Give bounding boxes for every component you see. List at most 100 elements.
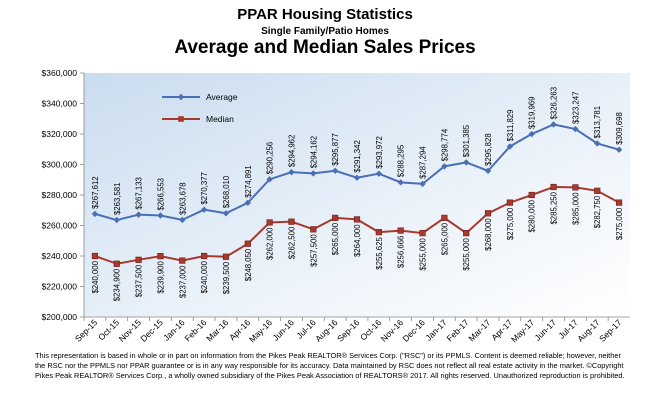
line-chart: $200,000 $220,000 $240,000 $260,000 $280,000… (42, 68, 630, 344)
average-point (91, 210, 99, 218)
x-tick-label: Mar-17 (466, 317, 492, 343)
footer-disclaimer: This representation is based in whole or… (35, 351, 625, 380)
y-tick-label: $220,000 (42, 282, 78, 292)
x-tick-label: Nov-15 (117, 317, 144, 344)
x-tick-label: Aug-16 (313, 317, 340, 344)
median-point (332, 214, 339, 221)
median-point (441, 214, 448, 221)
average-point (615, 146, 623, 153)
data-label: $309,698 (615, 112, 624, 145)
data-label: $311,829 (506, 110, 515, 142)
page-subtitle: Single Family/Patio Homes (261, 26, 389, 37)
data-label: $295,877 (331, 133, 340, 166)
y-tick-label: $200,000 (42, 312, 78, 322)
median-point (91, 252, 99, 260)
legend-marker-average (177, 93, 185, 101)
x-tick-label: Jun-16 (270, 317, 296, 343)
average-point (331, 167, 339, 174)
page-title: PPAR Housing Statistics (237, 6, 413, 23)
median-point (463, 230, 470, 237)
median-point (353, 216, 361, 223)
median-point (528, 191, 535, 199)
median-point (288, 218, 295, 225)
data-label: $267,133 (135, 177, 144, 210)
average-point (594, 140, 601, 147)
y-tick-label: $260,000 (42, 221, 78, 231)
median-point (244, 240, 251, 247)
median-point (179, 257, 186, 264)
data-label: $262,000 (266, 227, 275, 260)
data-label: $255,000 (419, 237, 428, 270)
data-label: $293,972 (375, 136, 384, 169)
median-point (310, 226, 317, 233)
x-tick-label: Sep-16 (335, 317, 362, 344)
average-point (179, 216, 186, 224)
average-point (266, 176, 273, 183)
median-point (157, 253, 164, 260)
plot-area (84, 73, 630, 317)
average-point (222, 210, 230, 217)
data-label: $291,342 (353, 140, 362, 173)
median-point (506, 199, 513, 206)
median-point (419, 230, 426, 237)
data-label: $326,263 (550, 87, 559, 120)
x-tick-label: May-17 (509, 317, 536, 344)
median-point (222, 253, 230, 260)
data-label: $274,891 (244, 165, 253, 198)
data-label: $239,500 (222, 261, 231, 294)
data-label: $288,295 (397, 144, 406, 177)
median-point (135, 256, 142, 263)
data-label: $287,294 (419, 146, 428, 179)
median-point (615, 199, 623, 206)
data-label: $257,500 (309, 234, 318, 267)
data-label: $282,750 (593, 195, 602, 228)
data-label: $255,625 (375, 237, 384, 270)
x-tick-label: May-16 (247, 317, 274, 344)
data-label: $319,969 (528, 97, 537, 130)
data-label: $301,385 (462, 124, 471, 157)
data-label: $323,247 (571, 92, 580, 125)
average-point (135, 211, 142, 218)
x-tick-label: Sep-17 (597, 317, 624, 344)
data-label: $275,000 (506, 207, 515, 240)
data-label: $262,500 (287, 226, 296, 259)
data-label: $275,000 (615, 207, 624, 240)
average-point (550, 121, 557, 128)
data-label: $266,553 (156, 178, 165, 211)
data-label: $298,774 (440, 128, 449, 161)
average-point (441, 163, 448, 170)
y-tick-label: $320,000 (42, 129, 78, 139)
data-label: $255,000 (462, 237, 471, 270)
x-tick-label: Dec-15 (138, 317, 165, 344)
median-point (550, 183, 557, 191)
data-label: $265,000 (331, 222, 340, 255)
average-point (506, 143, 514, 150)
average-point (244, 199, 251, 206)
average-point (113, 216, 120, 224)
x-tick-label: Nov-16 (379, 317, 406, 344)
data-label: $267,612 (91, 176, 100, 209)
data-label: $248,050 (244, 248, 253, 281)
data-label: $268,010 (222, 175, 231, 208)
x-tick-label: Aug-17 (575, 317, 602, 344)
data-label: $237,500 (135, 264, 144, 297)
data-label: $240,000 (91, 260, 100, 293)
legend-label-median: Median (206, 114, 234, 124)
legend-label-average: Average (206, 92, 238, 102)
data-label: $313,781 (593, 106, 602, 139)
data-label: $294,162 (309, 136, 318, 169)
median-point (397, 227, 404, 234)
average-point (572, 125, 579, 133)
x-tick-label: Dec-16 (400, 317, 427, 344)
data-label: $268,000 (484, 218, 493, 251)
average-point (310, 170, 317, 177)
average-point (528, 130, 535, 138)
data-label: $234,900 (113, 268, 122, 301)
x-tick-label: Feb-16 (182, 317, 208, 343)
average-point (484, 167, 492, 175)
data-label: $294,962 (287, 135, 296, 168)
average-point (397, 179, 404, 186)
average-point (353, 174, 361, 181)
y-tick-label: $340,000 (42, 99, 78, 109)
chart-title: Average and Median Sales Prices (174, 37, 476, 58)
